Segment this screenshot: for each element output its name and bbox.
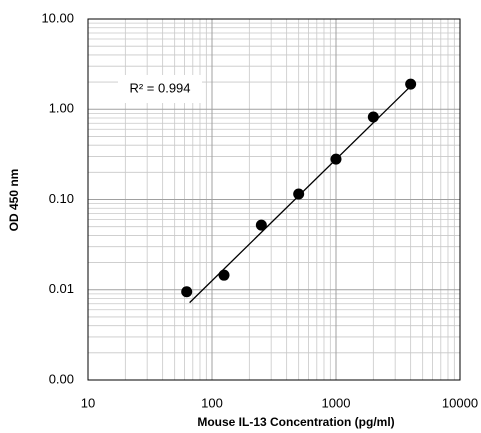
point: [293, 188, 305, 200]
point: [181, 286, 193, 298]
y-tick-label: 0.00: [49, 371, 74, 386]
y-tick-label: 10.00: [41, 10, 74, 25]
point: [330, 153, 342, 165]
annotation: R² = 0.994: [129, 80, 190, 95]
y-tick-label: 0.10: [49, 191, 74, 206]
point: [367, 111, 379, 123]
y-axis-label: OD 450 nm: [7, 169, 21, 232]
x-tick-label: 10000: [442, 395, 478, 410]
y-tick-label: 0.01: [49, 281, 74, 296]
y-tick-label: 1.00: [49, 101, 74, 116]
point: [218, 269, 230, 281]
x-axis-label: Mouse IL-13 Concentration (pg/ml): [197, 415, 394, 429]
point: [255, 219, 267, 231]
x-tick-label: 10: [81, 395, 95, 410]
point: [405, 78, 417, 90]
plot-frame: [87, 18, 461, 381]
annotation-box: [118, 75, 202, 103]
x-tick-label: 1000: [322, 395, 351, 410]
x-tick-label: 100: [201, 395, 223, 410]
